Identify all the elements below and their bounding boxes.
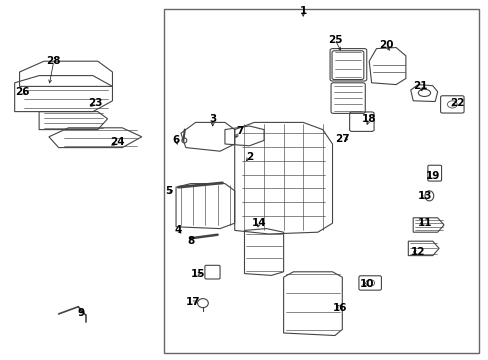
Text: 26: 26	[15, 87, 29, 97]
Text: 14: 14	[251, 218, 266, 228]
Text: 5: 5	[165, 186, 172, 196]
Text: 6: 6	[172, 135, 179, 145]
Text: 3: 3	[209, 114, 216, 124]
Text: 11: 11	[417, 218, 432, 228]
Text: 27: 27	[334, 134, 349, 144]
Text: 17: 17	[185, 297, 200, 307]
Text: 20: 20	[378, 40, 393, 50]
Text: 13: 13	[417, 191, 432, 201]
Text: 22: 22	[449, 98, 464, 108]
Text: 25: 25	[327, 35, 342, 45]
Text: 4: 4	[174, 225, 182, 235]
Text: 10: 10	[359, 279, 373, 289]
Text: 15: 15	[190, 269, 205, 279]
Text: 24: 24	[110, 137, 124, 147]
Text: 23: 23	[88, 98, 102, 108]
Bar	[163, 9, 478, 353]
Text: 19: 19	[425, 171, 439, 181]
Text: 12: 12	[410, 247, 425, 257]
Text: 1: 1	[299, 6, 306, 16]
Text: 18: 18	[361, 114, 376, 124]
Text: 21: 21	[412, 81, 427, 91]
Text: 16: 16	[332, 303, 346, 313]
Text: 28: 28	[46, 56, 61, 66]
Text: 8: 8	[187, 236, 194, 246]
Text: 9: 9	[77, 308, 84, 318]
Text: 2: 2	[245, 152, 252, 162]
Text: 7: 7	[235, 126, 243, 136]
